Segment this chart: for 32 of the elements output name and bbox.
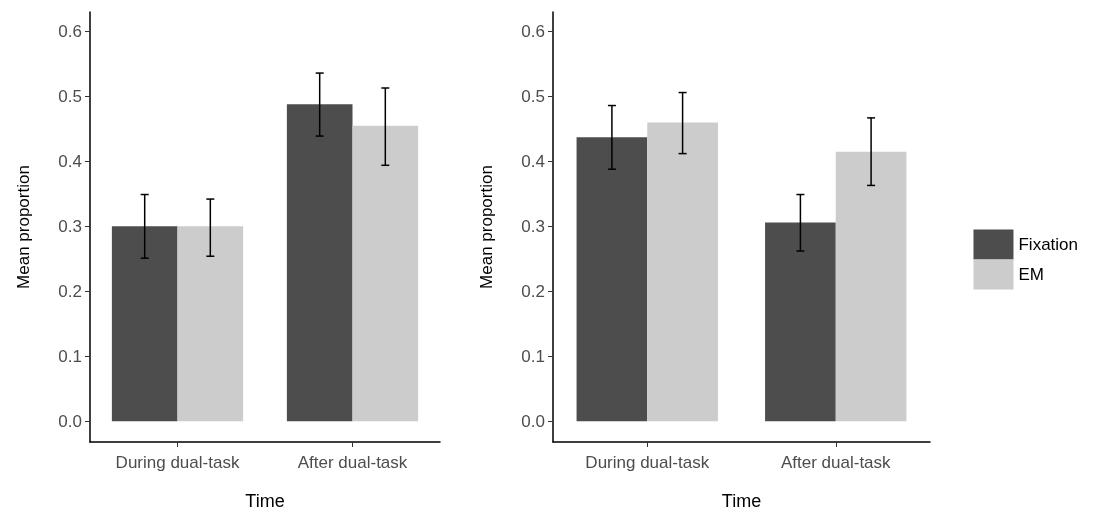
x-tick-label: During dual-task <box>115 453 240 472</box>
y-tick-label: 0.4 <box>58 151 82 171</box>
bar <box>286 104 353 422</box>
y-tick-label: 0.2 <box>521 281 545 301</box>
y-tick-label: 0.5 <box>521 86 545 106</box>
bar <box>576 137 648 422</box>
bar <box>647 122 718 422</box>
x-tick-label: After dual-task <box>297 453 408 472</box>
y-axis-title: Mean proportion <box>477 165 496 289</box>
y-axis-title: Mean proportion <box>14 165 33 289</box>
legend-label: EM <box>1018 265 1044 284</box>
bar <box>835 151 907 422</box>
x-tick-label: After dual-task <box>780 453 892 472</box>
y-tick-label: 0.3 <box>521 216 545 236</box>
bar <box>352 125 419 422</box>
bar <box>111 226 178 422</box>
y-tick-label: 0.3 <box>58 216 82 236</box>
y-tick-label: 0.5 <box>58 86 82 106</box>
y-tick-label: 0.4 <box>521 151 545 171</box>
bar <box>177 226 244 422</box>
y-tick-label: 0.1 <box>521 346 545 366</box>
y-tick-label: 0.2 <box>58 281 82 301</box>
y-tick-label: 0.0 <box>521 411 545 431</box>
x-axis-title: Time <box>721 491 762 511</box>
y-tick-label: 0.6 <box>58 21 82 41</box>
bar <box>765 222 836 422</box>
y-tick-label: 0.0 <box>58 411 82 431</box>
y-tick-label: 0.1 <box>58 346 82 366</box>
x-tick-label: During dual-task <box>585 453 710 472</box>
y-tick-label: 0.6 <box>521 21 545 41</box>
x-axis-title: Time <box>245 491 285 511</box>
legend-label: Fixation <box>1018 235 1079 254</box>
